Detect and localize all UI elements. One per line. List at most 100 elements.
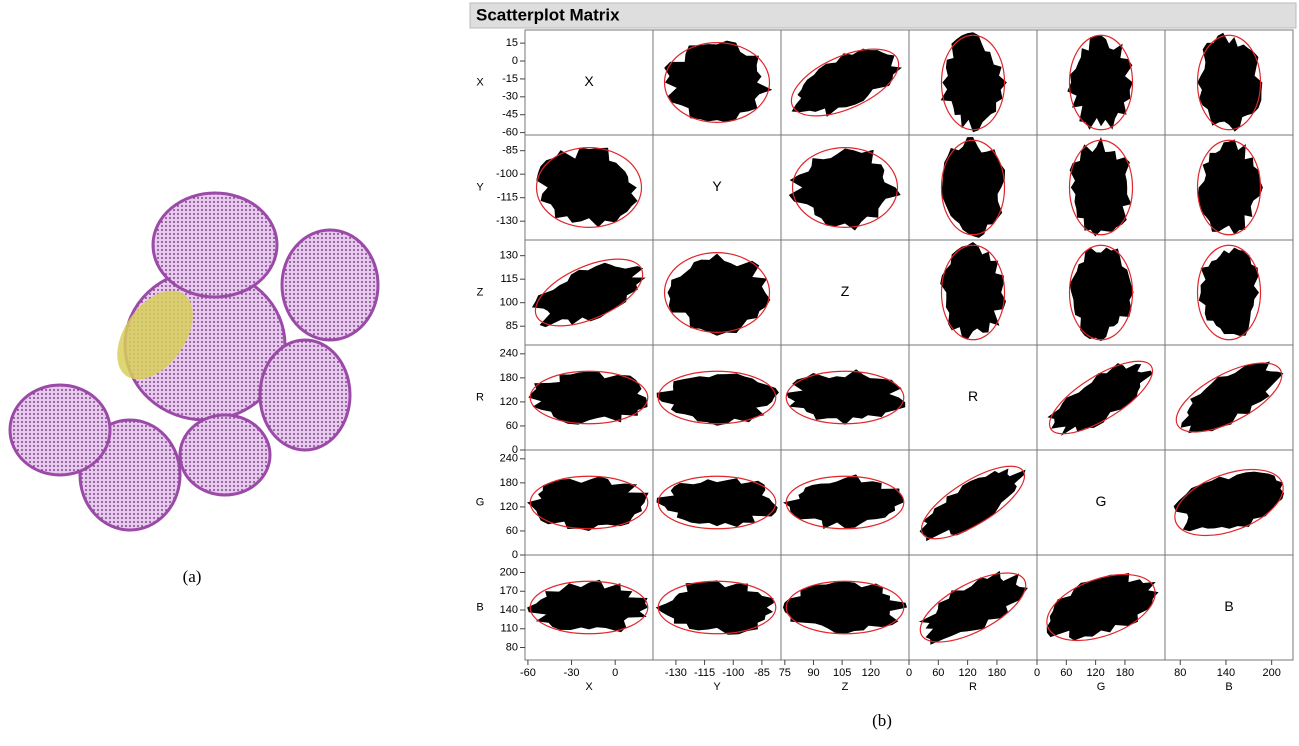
density-ellipse [657, 580, 777, 635]
point-cloud-blob [791, 48, 902, 117]
density-ellipse [663, 252, 771, 334]
tick-label: 200 [500, 566, 518, 578]
tick-label: -30 [502, 91, 518, 103]
tick-label: -100 [496, 168, 518, 180]
density-ellipse [785, 475, 905, 530]
diagonal-label: X [584, 73, 594, 89]
cell [780, 239, 910, 346]
point-cloud-blob [940, 32, 1007, 133]
tick-label: 60 [506, 525, 518, 537]
density-ellipse [919, 572, 1027, 643]
point-cloud-blob [528, 371, 648, 425]
tick-label: 60 [506, 420, 518, 432]
tick-label: -60 [520, 667, 536, 679]
tick-label: 180 [500, 372, 518, 384]
point-cloud-blob [1069, 247, 1134, 342]
tick-label: 15 [506, 37, 518, 49]
row-label: Z [477, 286, 484, 298]
point-cloud-blob [919, 468, 1026, 542]
row-label: B [476, 601, 483, 613]
tick-label: 180 [500, 477, 518, 489]
column-label: Z [842, 681, 849, 693]
caption: (b) [872, 711, 892, 730]
tick-label: 240 [500, 453, 518, 465]
density-ellipse [1196, 139, 1262, 236]
tick-label: -85 [502, 145, 518, 157]
tick-label: 0 [1034, 667, 1040, 679]
density-ellipse [657, 370, 777, 425]
tick-label: 60 [932, 667, 944, 679]
density-ellipse [535, 147, 643, 229]
point-cloud-blob [1047, 363, 1153, 436]
point-cloud-blob [1180, 361, 1284, 434]
point-cloud-blob [918, 570, 1028, 645]
point-cloud [8, 191, 380, 532]
tick-label: 110 [500, 623, 518, 635]
tick-label: 120 [500, 396, 518, 408]
tick-label: -30 [564, 667, 580, 679]
tick-label: -85 [754, 667, 770, 679]
point-cloud-blob [536, 147, 638, 228]
density-ellipse [663, 41, 771, 124]
point-cloud-blob [656, 373, 779, 426]
tick-label: 120 [862, 667, 880, 679]
diagonal-label: Z [841, 283, 850, 299]
density-ellipse [529, 475, 649, 530]
tick-label: 85 [506, 320, 518, 332]
point-cloud-blob [1067, 35, 1133, 130]
tick-label: -115 [497, 192, 518, 204]
density-ellipse [791, 147, 899, 229]
point-cloud-blob [783, 581, 907, 634]
point-cloud-blob [664, 40, 773, 123]
point-cloud-blob [527, 476, 649, 531]
tick-label: 180 [988, 667, 1006, 679]
tick-label: 140 [1217, 667, 1235, 679]
density-ellipse [529, 580, 649, 635]
tick-label: 140 [500, 604, 518, 616]
density-ellipse [657, 475, 777, 530]
tick-label: 105 [833, 667, 851, 679]
tick-label: 100 [500, 297, 518, 309]
density-ellipse [1175, 362, 1283, 433]
tick-label: 120 [500, 501, 518, 513]
point-cloud-blob [531, 262, 646, 328]
density-ellipse [1068, 34, 1134, 131]
density-ellipse [534, 258, 644, 327]
row-label: G [476, 496, 485, 508]
tick-label: -60 [502, 127, 518, 139]
point-cloud-blob [1173, 471, 1285, 532]
tick-label: 130 [500, 250, 518, 262]
column-label: G [1097, 681, 1106, 693]
point-cloud-blob [940, 242, 1006, 340]
caption: (a) [183, 567, 202, 586]
diagonal-label: B [1224, 598, 1233, 614]
title: Scatterplot Matrix [476, 5, 620, 24]
cell [1036, 449, 1166, 556]
tick-label: -100 [722, 667, 744, 679]
tick-label: -15 [502, 73, 518, 85]
tick-label: -45 [502, 109, 518, 121]
density-ellipse [785, 370, 905, 425]
cell [908, 344, 1038, 451]
point-cloud-blob [788, 148, 901, 231]
density-ellipse [1068, 139, 1134, 236]
title-bar [469, 2, 1297, 29]
row-label: R [476, 391, 484, 403]
density-ellipse [1046, 573, 1156, 642]
density-ellipse [529, 370, 649, 425]
tick-label: 120 [958, 667, 976, 679]
point-cloud-blob [667, 253, 771, 336]
tick-label: 0 [612, 667, 618, 679]
diagonal-label: Y [712, 178, 722, 194]
tick-label: 60 [1060, 667, 1072, 679]
density-ellipse [1068, 244, 1134, 341]
point-cloud-blob [655, 580, 774, 635]
density-ellipse [1048, 360, 1154, 435]
density-ellipse [1196, 244, 1262, 341]
tick-label: 120 [1086, 667, 1104, 679]
point-cloud-blob [1197, 139, 1263, 235]
tick-label: 180 [1116, 667, 1134, 679]
tick-label: 0 [906, 667, 912, 679]
density-ellipse [1196, 34, 1262, 131]
point-cloud-blob [1069, 137, 1132, 237]
